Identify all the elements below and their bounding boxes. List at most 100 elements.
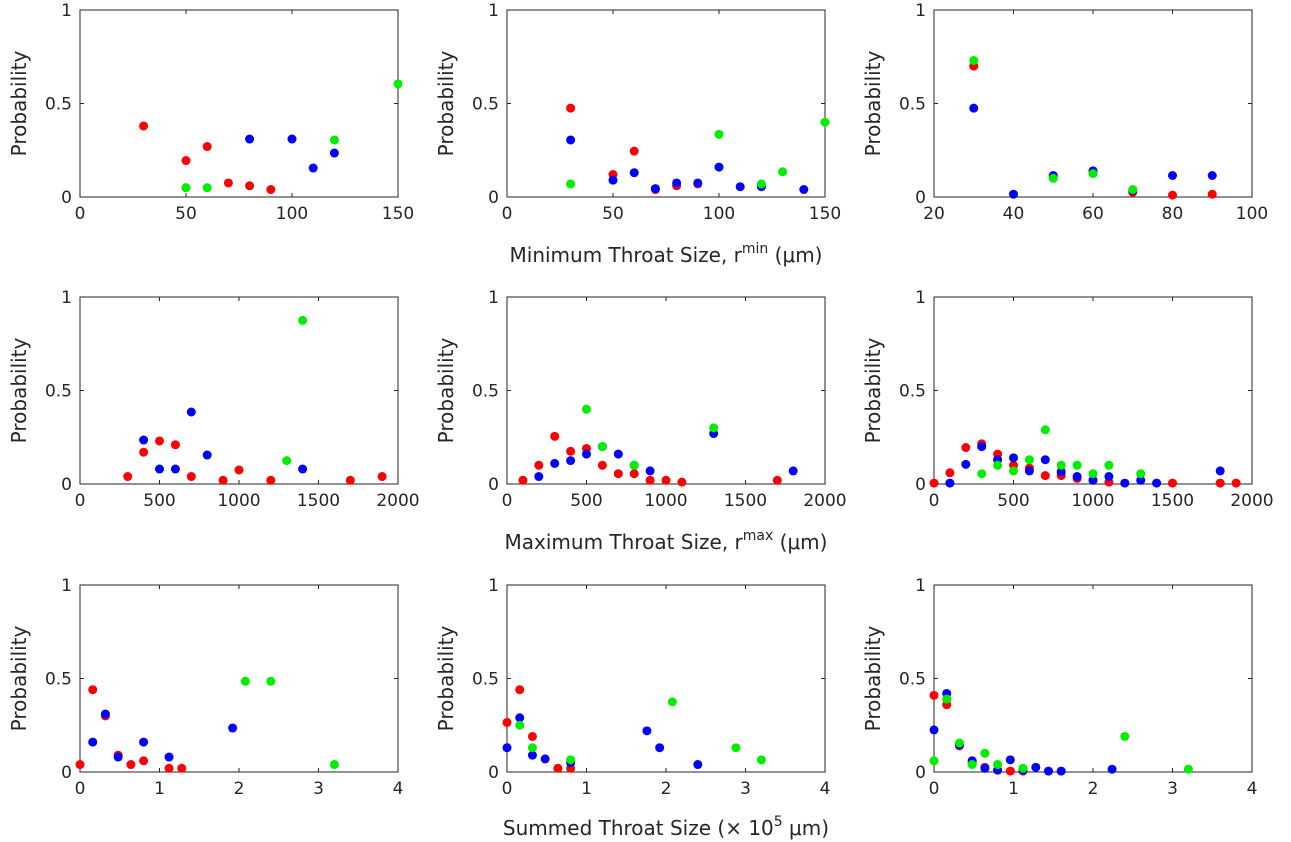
data-point-red	[218, 475, 228, 485]
data-point-blue	[693, 178, 703, 188]
data-point-green	[597, 442, 607, 452]
data-point-blue	[139, 435, 149, 445]
y-tick-label: 1	[488, 288, 499, 308]
data-point-blue	[1215, 466, 1225, 476]
data-point-blue	[735, 182, 745, 192]
data-point-green	[1048, 173, 1058, 183]
y-tick-label: 1	[915, 288, 926, 308]
data-point-red	[553, 763, 563, 773]
data-point-red	[164, 763, 174, 773]
data-point-green	[709, 423, 719, 433]
x-axis-label-row-1: Maximum Throat Size, rmax (μm)	[505, 528, 828, 554]
data-point-green	[1136, 469, 1146, 479]
x-tick-label: 4	[393, 779, 404, 799]
data-point-blue	[88, 737, 98, 747]
x-tick-label: 50	[602, 204, 624, 224]
y-tick-label: 0	[488, 188, 499, 208]
data-point-green	[1009, 466, 1018, 476]
data-point-blue	[629, 168, 639, 178]
panel-1-1: 0 500 1000 1500 2000 0 0.5 1 Probability	[434, 288, 847, 511]
data-point-red	[223, 178, 233, 188]
data-point-blue	[645, 466, 655, 476]
x-tick-label: 3	[313, 779, 324, 799]
y-tick-label: 1	[61, 1, 72, 21]
data-point-green	[240, 676, 250, 686]
y-tick-label: 0.5	[45, 382, 72, 402]
data-point-red	[1215, 478, 1225, 488]
data-point-red	[170, 440, 180, 450]
data-point-red	[266, 475, 276, 485]
x-axis-label-unit: μm)	[783, 816, 829, 840]
data-point-red	[139, 447, 149, 457]
data-point-blue	[1104, 472, 1114, 482]
panel-2-0: 0 1 2 3 4 0 0.5 1 Probability	[7, 576, 403, 799]
x-tick-label: 1500	[724, 491, 767, 511]
data-point-red	[1207, 189, 1217, 199]
axes-box	[79, 584, 399, 773]
y-axis-label: Probability	[434, 337, 458, 443]
x-tick-label: 0	[502, 491, 513, 511]
x-tick-label: 1	[154, 779, 165, 799]
y-tick-label: 0.5	[899, 670, 926, 690]
data-point-green	[756, 179, 766, 189]
data-point-green	[329, 135, 339, 145]
data-point-green	[1088, 469, 1098, 479]
data-point-red	[139, 756, 149, 766]
y-tick-label: 1	[915, 576, 926, 596]
data-point-blue	[527, 750, 537, 760]
data-point-blue	[550, 458, 560, 468]
data-point-blue	[980, 763, 990, 773]
data-point-blue	[1152, 478, 1162, 488]
data-point-blue	[613, 449, 623, 459]
data-point-green	[1088, 169, 1098, 179]
data-point-blue	[642, 726, 652, 736]
x-tick-label: 100	[1236, 204, 1268, 224]
y-tick-label: 0	[915, 188, 926, 208]
data-point-blue	[228, 723, 238, 733]
data-point-red	[126, 760, 136, 770]
y-tick-label: 1	[61, 288, 72, 308]
x-tick-label: 0	[929, 779, 940, 799]
y-axis-label: Probability	[861, 50, 885, 156]
y-tick-label: 0	[915, 763, 926, 783]
x-tick-label: 0	[75, 779, 86, 799]
data-point-blue	[1031, 762, 1041, 772]
data-point-green	[1120, 731, 1130, 741]
data-point-blue	[1009, 189, 1018, 199]
data-point-red	[515, 685, 525, 695]
x-tick-label: 2000	[803, 491, 846, 511]
y-tick-label: 1	[488, 576, 499, 596]
data-point-blue	[170, 464, 180, 474]
x-axis-label-text: Minimum Throat Size, r	[510, 243, 743, 267]
data-point-blue	[672, 178, 682, 188]
y-tick-label: 0	[915, 475, 926, 495]
y-tick-label: 0	[61, 188, 72, 208]
x-tick-label: 2	[1088, 779, 1099, 799]
data-point-blue	[582, 449, 591, 459]
x-axis-label-row-2: Summed Throat Size (× 105 μm)	[503, 814, 829, 840]
data-point-red	[550, 431, 560, 441]
x-tick-label: 1000	[1071, 491, 1114, 511]
data-point-green	[1056, 460, 1066, 470]
data-point-red	[123, 472, 133, 482]
data-point-red	[645, 475, 655, 485]
x-tick-label: 0	[75, 491, 86, 511]
x-tick-label: 500	[997, 491, 1029, 511]
x-tick-label: 1000	[217, 491, 260, 511]
data-point-red	[139, 121, 149, 131]
x-tick-label: 1	[581, 779, 592, 799]
data-point-blue	[1056, 467, 1066, 477]
data-point-green	[1183, 764, 1193, 774]
data-point-blue	[298, 464, 308, 474]
data-point-red	[88, 685, 98, 695]
data-point-green	[778, 167, 788, 177]
data-point-green	[1040, 425, 1050, 435]
x-tick-label: 1000	[644, 491, 687, 511]
x-tick-label: 150	[809, 204, 841, 224]
data-point-green	[977, 469, 987, 479]
data-point-red	[1005, 766, 1015, 776]
data-point-blue	[1168, 170, 1177, 180]
y-axis-label: Probability	[7, 337, 31, 443]
y-tick-label: 0	[488, 763, 499, 783]
data-point-red	[629, 146, 639, 156]
